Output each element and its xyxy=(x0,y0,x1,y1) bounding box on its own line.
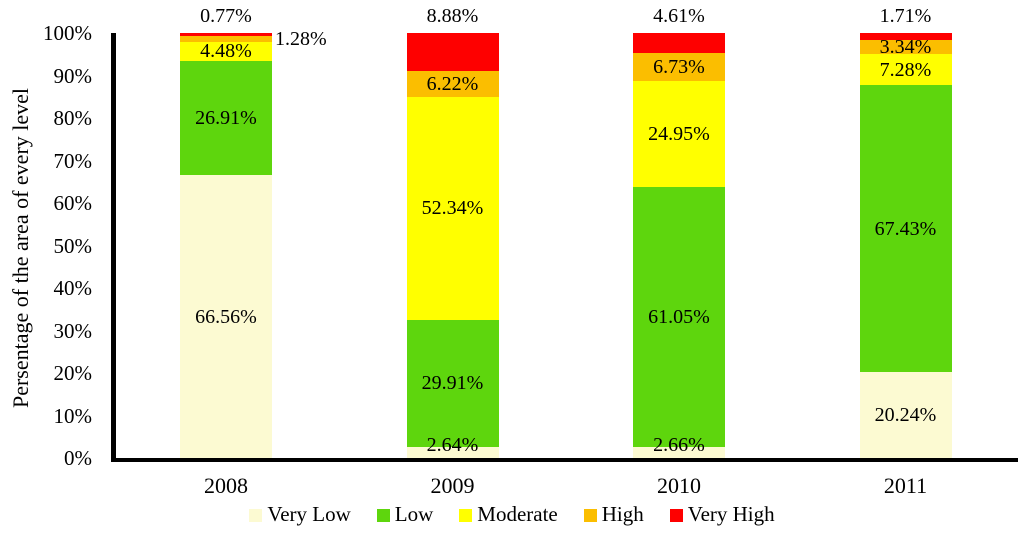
bar-value-label: 4.61% xyxy=(653,5,705,27)
x-tick-label: 2008 xyxy=(204,473,248,498)
bar-segment-very-high-2008 xyxy=(180,33,272,37)
bar-segment-high-2008 xyxy=(180,36,272,42)
bar-segment-low-2009 xyxy=(406,319,499,447)
bar-value-label: 20.24% xyxy=(874,403,937,426)
x-tick-label: 2010 xyxy=(657,473,701,498)
legend-label: High xyxy=(601,502,644,526)
y-tick-label: 30% xyxy=(53,318,93,343)
bar-segment-moderate-2010 xyxy=(633,81,725,188)
bar-segment-low-2010 xyxy=(633,187,725,447)
bar-segment-low-2011 xyxy=(859,85,952,372)
bar-segment-moderate-2009 xyxy=(406,97,499,320)
bar-segment-very-high-2010 xyxy=(633,33,725,53)
bar-segment-very-low-2010 xyxy=(633,446,725,458)
bar-segment-very-high-2011 xyxy=(859,33,952,41)
bar-segment-high-2011 xyxy=(859,40,952,55)
legend-item-low: Low xyxy=(376,501,434,527)
bar-value-label: 0.77% xyxy=(200,5,252,27)
bar-value-label: 2.66% xyxy=(653,434,705,456)
bar-value-label: 7.28% xyxy=(879,58,932,81)
y-tick-label: 80% xyxy=(53,106,93,130)
bar-value-label: 6.73% xyxy=(653,55,705,78)
bar-value-label: 52.34% xyxy=(421,197,484,220)
x-axis-line xyxy=(111,458,1018,462)
legend-item-very-low: Very Low xyxy=(249,501,351,527)
bar-segment-very-high-2009 xyxy=(406,33,499,71)
bar-value-label: 24.95% xyxy=(648,123,710,146)
bar-value-label: 29.91% xyxy=(421,372,484,395)
bar-value-label: 4.48% xyxy=(200,40,252,63)
legend-label: Moderate xyxy=(477,502,558,526)
bar-segment-very-low-2008 xyxy=(180,175,272,458)
bar-value-label: 3.34% xyxy=(879,36,932,59)
legend-label: Low xyxy=(394,502,434,526)
bar-value-label: 1.71% xyxy=(879,5,932,27)
bar-value-label: 6.22% xyxy=(426,73,479,95)
x-tick-label: 2009 xyxy=(430,473,475,498)
legend-swatch-very-high-icon xyxy=(669,508,683,522)
bar-value-label: 67.43% xyxy=(874,217,937,240)
legend-label: Very Low xyxy=(267,502,351,526)
bar-segment-moderate-2011 xyxy=(859,54,952,86)
bar-value-label: 66.56% xyxy=(195,305,257,328)
y-tick-label: 60% xyxy=(53,191,93,215)
y-tick-label: 100% xyxy=(43,21,92,45)
legend-swatch-high-icon xyxy=(583,508,597,522)
legend-swatch-low-icon xyxy=(376,508,390,522)
x-tick-label: 2011 xyxy=(883,473,928,498)
bar-value-label: 1.28% xyxy=(275,27,327,50)
bar-value-label: 2.64% xyxy=(426,434,479,456)
bar-value-label: 8.88% xyxy=(426,5,479,27)
y-axis-line xyxy=(111,33,116,462)
y-tick-label: 70% xyxy=(53,148,93,173)
legend-label: Very High xyxy=(687,502,775,526)
bar-value-label: 26.91% xyxy=(195,106,257,129)
bar-segment-moderate-2008 xyxy=(180,41,272,61)
bar-segment-very-low-2011 xyxy=(859,371,952,458)
bar-value-label: 61.05% xyxy=(648,305,710,328)
legend-swatch-very-low-icon xyxy=(249,508,263,522)
bar-segment-low-2008 xyxy=(180,60,272,176)
legend-item-moderate: Moderate xyxy=(459,501,558,527)
y-tick-label: 10% xyxy=(53,403,93,428)
legend-item-high: High xyxy=(583,501,644,527)
bar-segment-high-2010 xyxy=(633,52,725,82)
y-tick-label: 20% xyxy=(53,361,93,385)
legend-swatch-moderate-icon xyxy=(459,508,473,522)
legend: Very Low Low Moderate High Very High xyxy=(0,501,1024,527)
legend-item-very-high: Very High xyxy=(669,501,775,527)
y-tick-label: 50% xyxy=(53,233,93,258)
y-tick-label: 0% xyxy=(64,446,92,470)
y-tick-label: 90% xyxy=(53,63,93,88)
y-tick-label: 40% xyxy=(53,276,93,300)
bar-segment-very-low-2009 xyxy=(406,446,499,458)
bar-segment-high-2009 xyxy=(406,70,499,98)
